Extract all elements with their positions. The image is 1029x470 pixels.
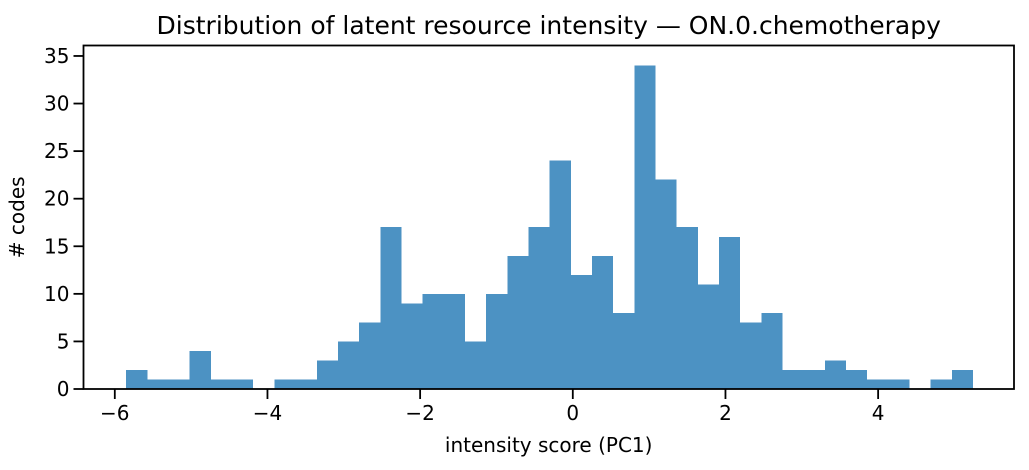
y-tick-label: 20	[44, 187, 69, 211]
histogram-bar	[867, 379, 889, 389]
histogram-bar	[676, 227, 698, 389]
x-axis-label: intensity score (PC1)	[445, 433, 653, 457]
histogram-bar	[740, 322, 762, 389]
histogram-bar	[697, 284, 719, 389]
histogram-bar	[126, 369, 148, 389]
histogram-bar	[507, 255, 529, 389]
x-tick-label: 2	[719, 401, 732, 425]
x-tick-label: −6	[100, 401, 129, 425]
y-tick-label: 0	[57, 377, 70, 401]
histogram-bar	[464, 341, 487, 389]
bars-layer	[126, 65, 973, 389]
histogram-bar	[761, 312, 783, 389]
x-tick-label: 4	[872, 401, 885, 425]
histogram-bar	[782, 369, 804, 389]
histogram-bar	[486, 293, 508, 389]
histogram-bar	[189, 350, 211, 389]
histogram-bar	[337, 341, 360, 389]
histogram-bar	[718, 236, 741, 389]
histogram-bar	[295, 379, 317, 389]
histogram-bar	[613, 312, 635, 389]
histogram-bar	[168, 379, 190, 389]
ticks-layer: −6 −4 −2 0 2 4 0 5 10 15 20 25 30 35	[44, 44, 884, 425]
histogram-bar	[951, 369, 973, 389]
histogram-bar	[316, 360, 338, 389]
histogram-bar	[528, 227, 550, 389]
y-tick-label: 25	[44, 139, 69, 163]
y-axis-label: # codes	[5, 176, 29, 258]
y-tick-label: 35	[44, 44, 69, 68]
histogram-bar	[845, 369, 868, 389]
histogram-bar	[930, 379, 952, 389]
histogram-bar	[824, 360, 846, 389]
histogram-bar	[634, 65, 656, 389]
histogram-bar	[803, 369, 825, 389]
histogram-bar	[549, 160, 571, 389]
histogram-bar	[655, 179, 677, 389]
histogram-bar	[422, 293, 444, 389]
y-tick-label: 10	[44, 282, 69, 306]
histogram-bar	[443, 293, 465, 389]
histogram-bar	[570, 274, 592, 389]
histogram-bar	[401, 303, 423, 389]
y-tick-label: 5	[57, 329, 70, 353]
y-tick-label: 30	[44, 92, 69, 116]
y-tick-label: 15	[44, 234, 69, 258]
histogram-bar	[232, 379, 254, 389]
x-tick-label: −4	[253, 401, 282, 425]
histogram-bar	[591, 255, 614, 389]
x-tick-label: 0	[566, 401, 579, 425]
histogram-bar	[359, 322, 381, 389]
histogram-bar	[147, 379, 169, 389]
axes-spines	[82, 44, 1015, 390]
x-tick-label: −2	[405, 401, 434, 425]
histogram-bar	[274, 379, 296, 389]
histogram-bar	[380, 227, 402, 389]
histogram-bar	[210, 379, 233, 389]
histogram-bar	[888, 379, 910, 389]
chart-title: Distribution of latent resource intensit…	[157, 11, 942, 40]
